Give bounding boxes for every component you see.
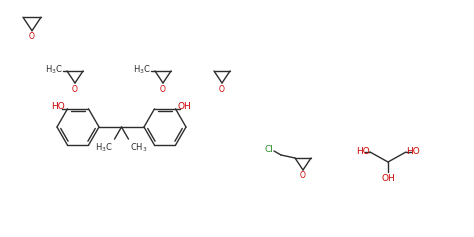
Text: HO: HO (406, 146, 420, 155)
Text: OH: OH (381, 174, 395, 183)
Text: H$_3$C: H$_3$C (45, 64, 63, 76)
Text: O: O (72, 85, 78, 94)
Text: HO: HO (356, 146, 370, 155)
Text: CH$_3$: CH$_3$ (130, 141, 148, 154)
Text: O: O (300, 172, 306, 181)
Text: H$_3$C: H$_3$C (95, 141, 112, 154)
Text: O: O (160, 85, 166, 94)
Text: HO: HO (52, 102, 65, 111)
Text: O: O (219, 85, 225, 94)
Text: OH: OH (178, 102, 191, 111)
Text: H$_3$C: H$_3$C (133, 64, 151, 76)
Text: Cl: Cl (265, 146, 274, 155)
Text: O: O (29, 32, 35, 41)
